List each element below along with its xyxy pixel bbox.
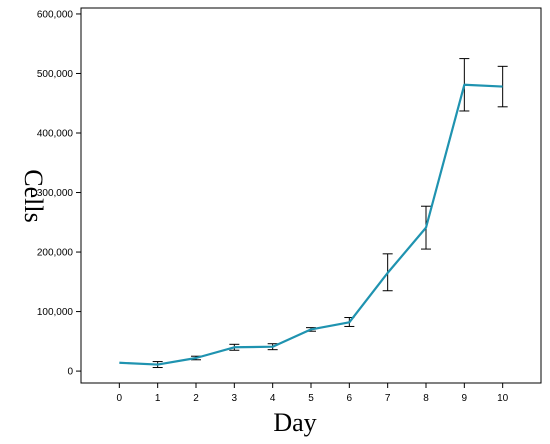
y-tick-label: 500,000 <box>37 69 74 80</box>
y-tick-label: 0 <box>67 367 73 378</box>
series-line <box>119 83 503 366</box>
error-bars <box>152 58 508 369</box>
x-tick-label: 2 <box>193 393 199 404</box>
x-tick-label: 9 <box>462 393 468 404</box>
plot-frame <box>80 7 542 384</box>
y-axis-title: Cells <box>19 169 48 222</box>
x-tick-label: 7 <box>385 393 391 404</box>
x-axis-title: Day <box>273 408 316 437</box>
y-tick-label: 100,000 <box>37 307 74 318</box>
x-tick-label: 1 <box>155 393 161 404</box>
x-tick-label: 3 <box>232 393 238 404</box>
x-tick-label: 5 <box>308 393 314 404</box>
y-tick-label: 200,000 <box>37 248 74 259</box>
y-tick-label: 600,000 <box>37 9 74 20</box>
x-tick-label: 10 <box>497 393 509 404</box>
y-tick-label: 300,000 <box>37 188 74 199</box>
x-axis: 0 1 2 3 4 5 6 7 8 9 10 <box>117 383 509 404</box>
x-tick-label: 8 <box>423 393 429 404</box>
x-tick-label: 6 <box>347 393 353 404</box>
x-tick-label: 0 <box>117 393 123 404</box>
y-tick-label: 400,000 <box>37 129 74 140</box>
x-tick-label: 4 <box>270 393 276 404</box>
y-axis: 0 100,000 200,000 300,000 400,000 500,000 600,… <box>37 9 81 378</box>
